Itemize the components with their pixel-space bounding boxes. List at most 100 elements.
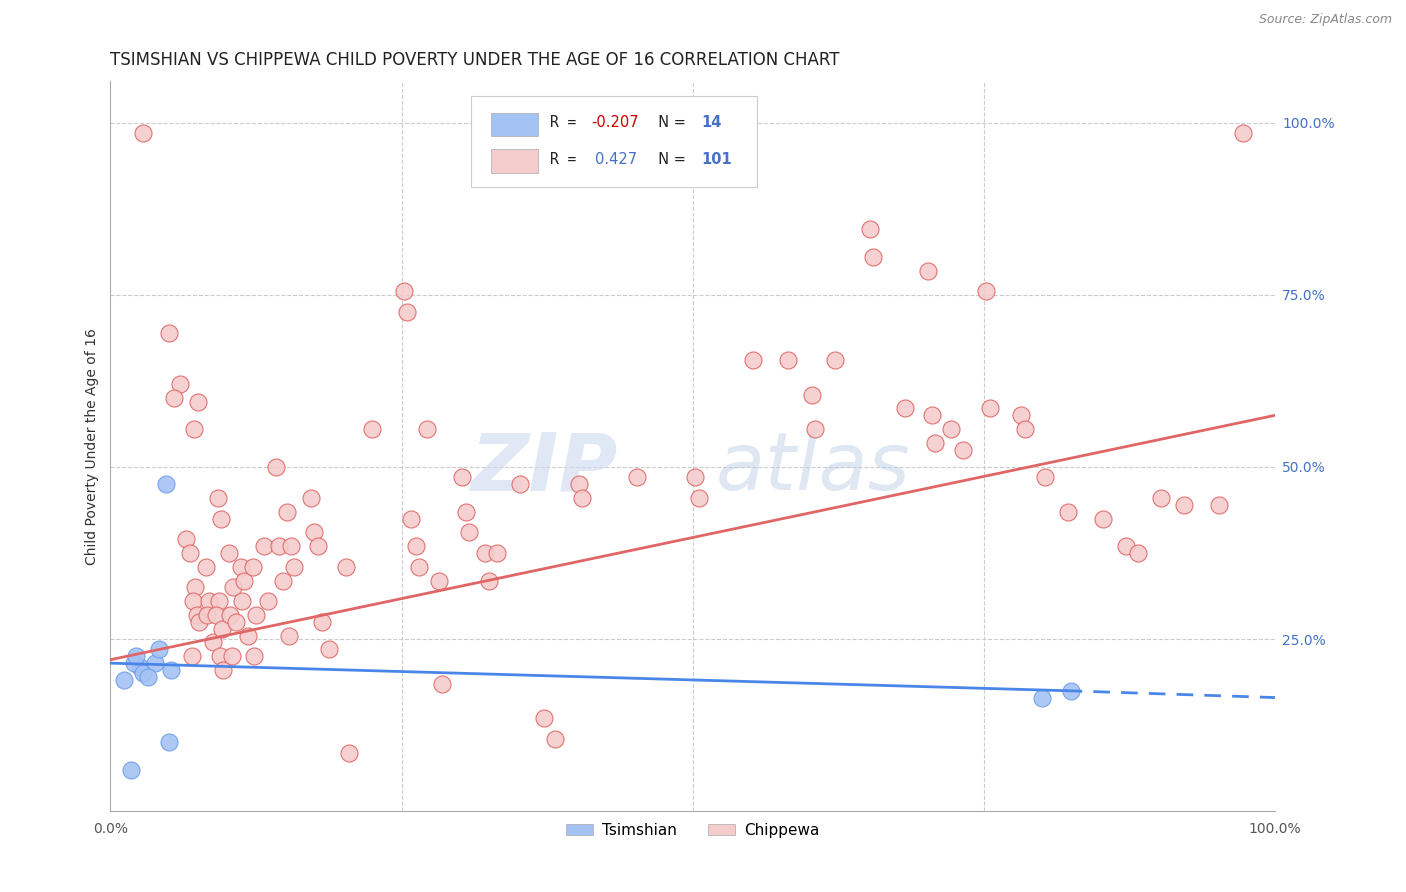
Point [304, 525, 326, 540]
Point [416, 422, 439, 436]
Point [941, 422, 963, 436]
Point [205, 607, 228, 622]
Point [396, 305, 419, 319]
Point [1232, 126, 1254, 140]
Point [157, 735, 180, 749]
Point [271, 574, 294, 588]
Point [277, 629, 299, 643]
Point [221, 649, 243, 664]
Point [264, 459, 287, 474]
Point [225, 615, 247, 629]
Point [212, 663, 235, 677]
Point [183, 422, 205, 436]
Point [1057, 505, 1080, 519]
Point [408, 559, 430, 574]
Point [269, 539, 291, 553]
Point [1010, 409, 1032, 423]
Point [894, 401, 917, 416]
Point [778, 353, 800, 368]
Point [1126, 546, 1149, 560]
Point [683, 470, 706, 484]
Point [917, 263, 939, 277]
Point [862, 250, 884, 264]
Point [242, 649, 264, 664]
Point [233, 574, 256, 588]
Point [544, 731, 567, 746]
Bar [491, 112, 538, 136]
Point [195, 607, 218, 622]
Point [125, 649, 148, 664]
Point [253, 539, 276, 553]
Point [155, 477, 177, 491]
Point [800, 387, 823, 401]
Point [742, 353, 765, 368]
Point [1014, 422, 1036, 436]
Point [568, 477, 591, 491]
Point [392, 285, 415, 299]
Point [427, 574, 450, 588]
Point [280, 539, 302, 553]
Text: R =: R = [550, 115, 585, 130]
Point [231, 594, 253, 608]
Point [128, 659, 150, 673]
Point [132, 666, 155, 681]
Point [924, 435, 946, 450]
Text: -0.207: -0.207 [592, 115, 640, 130]
Point [211, 622, 233, 636]
Point [112, 673, 135, 688]
Point [824, 353, 846, 368]
Bar [491, 149, 538, 172]
Point [1173, 498, 1195, 512]
Point [201, 635, 224, 649]
Point [1150, 491, 1173, 505]
Point [804, 422, 827, 436]
Point [242, 559, 264, 574]
Point [136, 670, 159, 684]
Text: 101: 101 [702, 152, 731, 167]
Point [208, 649, 231, 664]
Point [976, 285, 998, 299]
Point [174, 533, 197, 547]
Point [311, 615, 333, 629]
Point [921, 409, 943, 423]
Point [474, 546, 496, 560]
Point [405, 539, 427, 553]
Y-axis label: Child Poverty Under the Age of 16: Child Poverty Under the Age of 16 [86, 328, 100, 565]
Point [299, 491, 322, 505]
Text: R =: R = [550, 152, 593, 167]
Point [222, 581, 245, 595]
Point [181, 594, 204, 608]
Point [208, 594, 231, 608]
Point [478, 574, 501, 588]
Legend: Tsimshian, Chippewa: Tsimshian, Chippewa [560, 816, 825, 844]
Text: N =: N = [648, 152, 690, 167]
Point [859, 222, 882, 236]
Point [236, 629, 259, 643]
Point [509, 477, 531, 491]
Text: N =: N = [648, 115, 690, 130]
FancyBboxPatch shape [471, 96, 756, 187]
Text: Source: ZipAtlas.com: Source: ZipAtlas.com [1258, 13, 1392, 27]
Point [122, 656, 145, 670]
Point [318, 642, 340, 657]
Point [207, 491, 229, 505]
Point [626, 470, 648, 484]
Point [179, 546, 201, 560]
Point [533, 711, 555, 725]
Point [1208, 498, 1230, 512]
Point [979, 401, 1001, 416]
Point [163, 391, 186, 405]
Point [209, 511, 232, 525]
Point [229, 559, 252, 574]
Point [194, 559, 217, 574]
Point [399, 511, 422, 525]
Point [276, 505, 298, 519]
Point [1115, 539, 1137, 553]
Point [1091, 511, 1114, 525]
Text: TSIMSHIAN VS CHIPPEWA CHILD POVERTY UNDER THE AGE OF 16 CORRELATION CHART: TSIMSHIAN VS CHIPPEWA CHILD POVERTY UNDE… [111, 51, 839, 69]
Point [337, 746, 360, 760]
Text: atlas: atlas [716, 429, 911, 508]
Point [361, 422, 384, 436]
Point [157, 326, 180, 340]
Point [451, 470, 474, 484]
